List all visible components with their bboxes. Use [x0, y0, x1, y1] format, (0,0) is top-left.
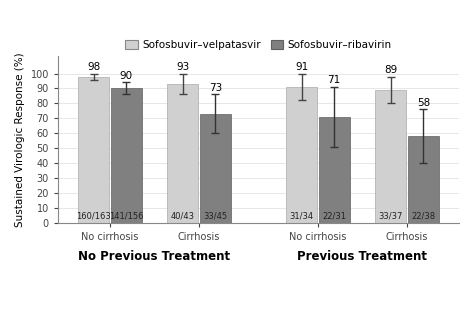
Bar	[167, 84, 198, 223]
Y-axis label: Sustained Virologic Response (%): Sustained Virologic Response (%)	[15, 52, 25, 226]
Text: 93: 93	[176, 62, 189, 72]
Text: 33/45: 33/45	[203, 212, 228, 220]
Text: Previous Treatment: Previous Treatment	[298, 250, 428, 263]
Text: 91: 91	[295, 62, 308, 72]
Text: 33/37: 33/37	[378, 212, 403, 220]
Bar	[111, 89, 142, 223]
Text: 40/43: 40/43	[171, 212, 195, 220]
Text: 71: 71	[328, 75, 341, 85]
Bar	[286, 87, 317, 223]
Text: 90: 90	[120, 71, 133, 81]
Text: 98: 98	[87, 62, 100, 72]
Legend: Sofosbuvir–velpatasvir, Sofosbuvir–ribavirin: Sofosbuvir–velpatasvir, Sofosbuvir–ribav…	[121, 36, 396, 54]
Text: 160/163: 160/163	[76, 212, 111, 220]
Text: 141/156: 141/156	[109, 212, 144, 220]
Text: 58: 58	[417, 98, 430, 108]
Text: 31/34: 31/34	[290, 212, 314, 220]
Text: 73: 73	[209, 83, 222, 93]
Bar	[200, 114, 231, 223]
Bar	[319, 117, 350, 223]
Text: 22/31: 22/31	[322, 212, 346, 220]
Bar	[375, 90, 406, 223]
Text: No Previous Treatment: No Previous Treatment	[78, 250, 230, 263]
Bar	[408, 136, 439, 223]
Bar	[78, 77, 109, 223]
Text: 22/38: 22/38	[411, 212, 436, 220]
Text: 89: 89	[384, 65, 397, 75]
